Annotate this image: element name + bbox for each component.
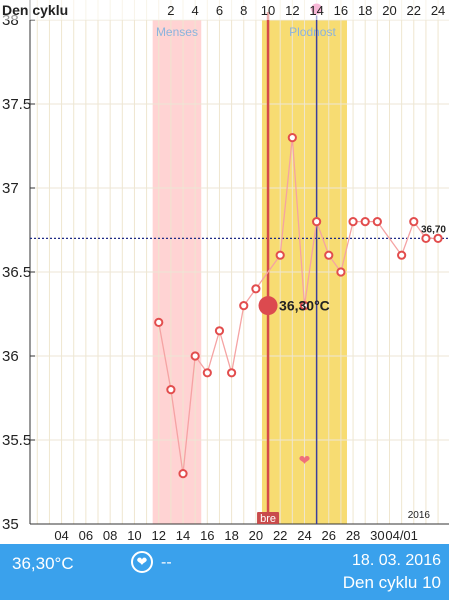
heart-value: -- — [161, 554, 172, 571]
heart-icon: ❤ — [299, 453, 311, 469]
current-temperature-label: 36,30°C — [279, 298, 330, 314]
bottom-tick-label: 10 — [127, 528, 141, 543]
bottom-bar: 36,30°C ❤ -- 18. 03. 2016 Den cyklu 10 — [0, 544, 449, 600]
temperature-point — [397, 250, 407, 260]
current-temperature[interactable]: 36,30°C — [12, 554, 74, 573]
current-temperature-point — [258, 296, 278, 316]
year-label: 2016 — [408, 510, 431, 521]
top-tick-label: 4 — [192, 3, 199, 18]
temperature-point — [190, 351, 200, 361]
bottom-tick-label: 16 — [200, 528, 214, 543]
temperature-point — [421, 233, 431, 243]
top-tick-label: 18 — [358, 3, 372, 18]
top-axis-label: Den cyklu — [2, 2, 68, 18]
temperature-point — [372, 217, 382, 227]
temperature-point — [360, 217, 370, 227]
y-tick-label: 36.5 — [2, 264, 31, 281]
cycle-day-label: Den cyklu 10 — [342, 573, 441, 592]
top-tick-label: 10 — [261, 3, 275, 18]
heart-icon[interactable]: ❤ — [131, 551, 153, 573]
temperature-point — [251, 284, 261, 294]
bottom-tick-label: 08 — [103, 528, 117, 543]
top-header-band — [0, 0, 449, 20]
y-tick-label: 37 — [2, 180, 19, 197]
temperature-point — [239, 301, 249, 311]
menses-label: Menses — [156, 25, 198, 39]
top-tick-label: 22 — [407, 3, 421, 18]
temperature-point — [154, 317, 164, 327]
temperature-point — [348, 217, 358, 227]
top-tick-label: 16 — [334, 3, 348, 18]
bottom-tick-label: 04 — [54, 528, 68, 543]
bottom-tick-label: 28 — [346, 528, 360, 543]
y-tick-label: 37.5 — [2, 96, 31, 113]
temperature-point — [312, 217, 322, 227]
bottom-tick-label: 18 — [224, 528, 238, 543]
today-tag-label: bre — [260, 513, 276, 525]
top-tick-label: 8 — [240, 3, 247, 18]
coverline-label: 36,70 — [421, 224, 446, 235]
temperature-point — [433, 233, 443, 243]
temperature-point — [287, 133, 297, 143]
temperature-point — [178, 469, 188, 479]
bottom-tick-label: 12 — [152, 528, 166, 543]
bottom-tick-label: 24 — [297, 528, 311, 543]
bottom-tick-label: 14 — [176, 528, 190, 543]
temperature-point — [336, 267, 346, 277]
bottom-tick-label: 26 — [322, 528, 336, 543]
top-tick-label: 14 — [309, 3, 323, 18]
top-tick-label: 12 — [285, 3, 299, 18]
temperature-point — [299, 301, 310, 311]
fertile-label: Plodnost — [289, 25, 336, 39]
temperature-point — [324, 250, 334, 260]
top-tick-label: 24 — [431, 3, 445, 18]
selected-date[interactable]: 18. 03. 2016 — [352, 552, 441, 569]
y-tick-label: 35 — [2, 516, 19, 533]
bottom-tick-label: 30 — [370, 528, 384, 543]
today-tag — [257, 512, 280, 524]
bottom-tick-label: 04/01 — [385, 528, 418, 543]
y-tick-label: 36 — [2, 348, 19, 365]
temperature-point — [202, 368, 212, 378]
temperature-point — [409, 217, 419, 227]
temperature-point — [275, 250, 285, 260]
y-tick-label: 35.5 — [2, 432, 31, 449]
top-tick-label: 2 — [167, 3, 174, 18]
top-tick-label: 20 — [382, 3, 396, 18]
temperature-point — [214, 326, 225, 336]
temperature-line — [158, 137, 439, 474]
bottom-tick-label: 22 — [273, 528, 287, 543]
bottom-tick-label: 06 — [79, 528, 93, 543]
temperature-point — [227, 368, 237, 378]
top-tick-label: 6 — [216, 3, 223, 18]
bottom-tick-label: 20 — [249, 528, 263, 543]
temperature-point — [166, 385, 176, 395]
